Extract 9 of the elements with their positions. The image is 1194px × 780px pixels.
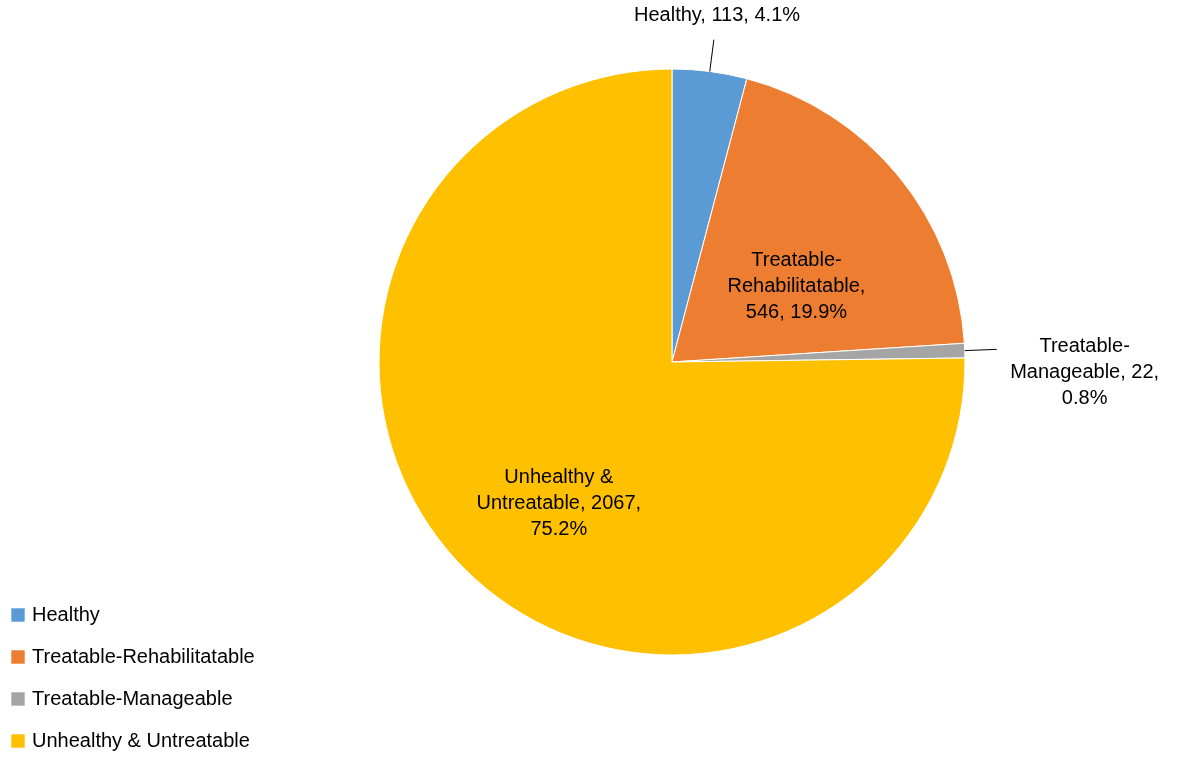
- data-label: Unhealthy & Untreatable, 2067, 75.2%: [476, 464, 642, 539]
- legend-label: Treatable-Manageable: [32, 687, 233, 709]
- legend-label: Treatable-Rehabilitatable: [32, 645, 255, 667]
- legend-label: Healthy: [32, 603, 100, 625]
- data-label: Healthy, 113, 4.1%: [634, 3, 801, 26]
- pie-slice: [378, 68, 966, 656]
- legend-label: Unhealthy & Untreatable: [32, 729, 250, 751]
- data-label: Treatable-Manageable, 22, 0.8%: [1010, 333, 1160, 408]
- data-label: Treatable-Rehabilitatable, 546, 19.9%: [727, 247, 866, 322]
